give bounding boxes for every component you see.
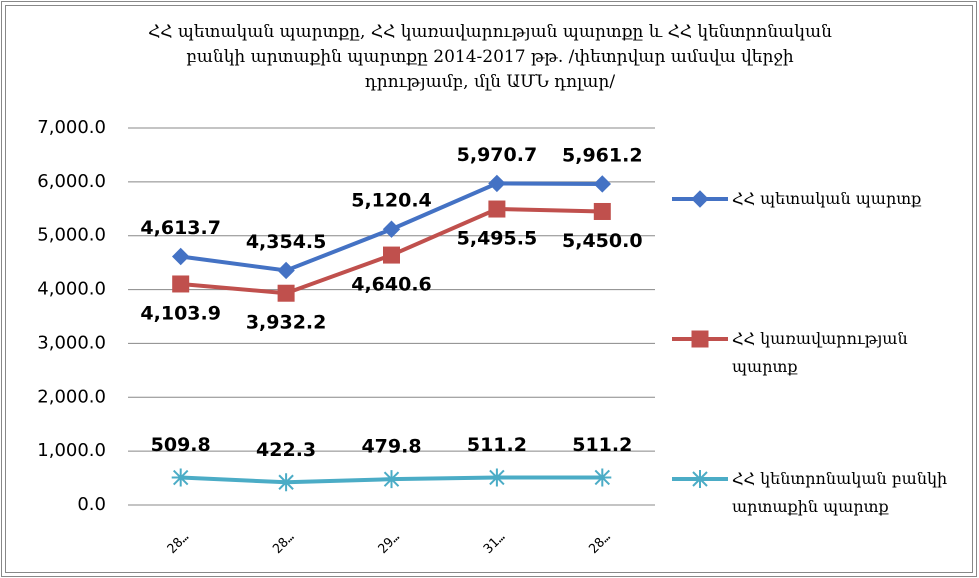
data-label: 4,613.7 <box>140 217 221 239</box>
legend-item: ՀՀ պետական պարտք <box>670 185 950 213</box>
legend-label: ՀՀ պետական պարտք <box>732 189 922 208</box>
y-tick-label: 4,000.0 <box>37 279 106 300</box>
data-label: 3,932.2 <box>246 312 327 334</box>
marker <box>382 220 401 238</box>
y-tick-label: 7,000.0 <box>37 117 106 138</box>
marker <box>171 468 190 487</box>
legend-item: ՀՀ կենտրոնական բանկի արտաքին պարտք <box>670 465 950 521</box>
marker <box>488 174 506 193</box>
legend-label: ՀՀ կենտրոնական բանկի արտաքին պարտք <box>732 469 948 516</box>
x-tick-label: 28… <box>165 530 192 557</box>
data-label: 5,450.0 <box>562 230 643 252</box>
data-label: 4,103.9 <box>140 302 221 324</box>
legend-swatch <box>672 470 728 488</box>
data-label: 511.2 <box>467 434 527 456</box>
legend-label: ՀՀ կառավարության պարտք <box>732 329 908 376</box>
marker <box>593 175 612 193</box>
data-label: 511.2 <box>572 434 632 456</box>
data-label: 479.8 <box>361 436 421 458</box>
legend-swatch <box>672 330 728 348</box>
data-label: 4,640.6 <box>351 274 432 296</box>
legend-item: ՀՀ կառավարության պարտք <box>670 325 950 381</box>
data-label: 4,354.5 <box>246 231 327 253</box>
y-tick-label: 0.0 <box>77 494 106 515</box>
data-label: 509.8 <box>151 434 211 456</box>
marker <box>383 246 400 264</box>
marker <box>171 247 190 266</box>
marker <box>488 200 506 218</box>
inner-border <box>5 5 973 573</box>
y-tick-label: 1,000.0 <box>37 440 106 461</box>
data-label: 5,970.7 <box>457 144 538 166</box>
y-tick-label: 6,000.0 <box>37 171 106 192</box>
marker <box>487 468 506 487</box>
marker <box>277 261 295 280</box>
data-label: 5,495.5 <box>457 228 538 250</box>
x-tick-label: 29… <box>376 530 403 557</box>
marker <box>691 190 709 208</box>
marker <box>691 470 709 488</box>
y-tick-label: 2,000.0 <box>37 386 106 407</box>
data-label: 422.3 <box>256 439 316 461</box>
x-tick-label: 31… <box>481 530 508 557</box>
x-tick-label: 28… <box>586 530 613 557</box>
legend-swatch <box>672 190 728 208</box>
marker <box>172 275 190 293</box>
y-tick-label: 3,000.0 <box>37 332 106 353</box>
marker <box>277 284 295 302</box>
chart-title: ՀՀ պետական պարտքը, ՀՀ կառավարության պարտ… <box>148 22 832 92</box>
data-label: 5,120.4 <box>351 190 432 212</box>
marker <box>277 473 296 492</box>
data-label: 5,961.2 <box>562 144 643 166</box>
y-tick-label: 5,000.0 <box>37 225 106 246</box>
marker <box>593 202 611 220</box>
marker <box>593 468 612 487</box>
marker <box>382 470 401 489</box>
marker <box>691 330 709 348</box>
x-tick-label: 28… <box>270 530 297 557</box>
